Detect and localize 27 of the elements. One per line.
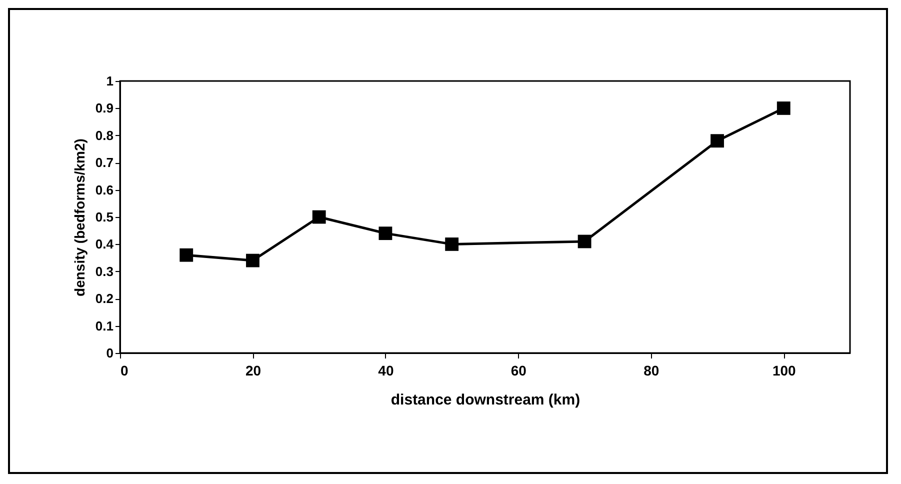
x-tick-label: 20	[245, 362, 262, 378]
x-tick-label: 40	[378, 362, 394, 378]
y-tick-label: 0.5	[95, 210, 114, 224]
point	[378, 226, 392, 240]
point	[180, 248, 194, 262]
y-tick-label: 0	[106, 346, 114, 360]
point	[246, 254, 260, 268]
y-tick-label: 1	[106, 74, 114, 88]
x-tick-label: 100	[772, 362, 796, 378]
y-axis-title: density (bedforms/km2)	[71, 138, 88, 296]
y-tick-label: 0.9	[95, 100, 114, 116]
x-axis-title: distance downstream (km)	[390, 392, 580, 408]
y-tick-label: 0.1	[95, 318, 114, 334]
y-tick-label: 0.8	[95, 128, 114, 143]
point	[710, 134, 724, 148]
point	[445, 237, 459, 251]
point	[312, 210, 326, 224]
point	[578, 234, 592, 248]
x-tick-label: 0	[120, 362, 128, 378]
x-tick-label: 80	[644, 362, 660, 378]
y-tick-label: 0.2	[95, 291, 114, 306]
y-tick-label: 0.4	[95, 236, 114, 252]
point	[776, 101, 790, 115]
y-tick-label: 0.3	[95, 264, 114, 279]
y-tick-label: 0.7	[95, 155, 114, 170]
y-tick-label: 0.6	[95, 182, 114, 198]
x-tick-label: 60	[510, 362, 527, 378]
